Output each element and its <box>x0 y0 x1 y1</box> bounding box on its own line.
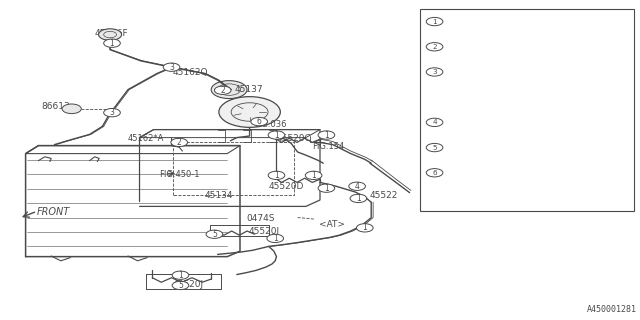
Text: 3: 3 <box>169 63 174 72</box>
Circle shape <box>171 138 188 147</box>
Text: 1: 1 <box>356 194 361 203</box>
Circle shape <box>426 68 443 76</box>
Text: 5: 5 <box>178 281 183 290</box>
Circle shape <box>163 63 180 71</box>
Circle shape <box>426 17 443 26</box>
Text: 45522: 45522 <box>370 191 398 200</box>
Text: FIG.036: FIG.036 <box>254 120 287 129</box>
Circle shape <box>426 43 443 51</box>
Text: Q560016: Q560016 <box>451 194 485 203</box>
Text: 1: 1 <box>324 184 329 193</box>
Text: 1: 1 <box>178 271 183 280</box>
Text: FRONT: FRONT <box>37 207 70 217</box>
Circle shape <box>99 29 122 40</box>
Text: 1: 1 <box>109 39 115 48</box>
Text: 45520D: 45520D <box>269 182 304 191</box>
Text: (05MY0409-     ): (05MY0409- ) <box>525 94 595 100</box>
Text: 86613: 86613 <box>42 102 70 111</box>
Text: 45134: 45134 <box>205 191 234 200</box>
Text: 1: 1 <box>273 234 278 243</box>
Text: 1: 1 <box>324 131 329 140</box>
Circle shape <box>268 131 285 139</box>
Text: 0100S*B: 0100S*B <box>451 118 485 127</box>
Text: (04MY-05MY0408): (04MY-05MY0408) <box>525 69 591 75</box>
Text: 45520I: 45520I <box>248 227 280 236</box>
Circle shape <box>305 171 322 180</box>
Circle shape <box>214 86 231 94</box>
Circle shape <box>219 97 280 127</box>
Text: 45137: 45137 <box>235 85 264 94</box>
Text: 1: 1 <box>362 223 367 232</box>
Circle shape <box>172 271 189 279</box>
Circle shape <box>211 81 247 99</box>
Text: 1: 1 <box>432 19 437 25</box>
Text: 1: 1 <box>311 171 316 180</box>
Text: 0923S*B: 0923S*B <box>451 68 485 76</box>
Text: 5: 5 <box>212 230 217 239</box>
Circle shape <box>268 171 285 180</box>
Text: 45520C: 45520C <box>276 134 311 143</box>
Text: 2: 2 <box>177 138 182 147</box>
Text: 45162*A: 45162*A <box>128 134 164 143</box>
Text: W170069: W170069 <box>451 93 485 102</box>
Text: FIG.450-1: FIG.450-1 <box>159 170 199 179</box>
Text: 0456S: 0456S <box>451 168 476 177</box>
Text: 6: 6 <box>257 117 262 126</box>
Circle shape <box>426 118 443 126</box>
Text: 1: 1 <box>274 171 279 180</box>
Circle shape <box>104 108 120 117</box>
Text: 6: 6 <box>432 170 437 176</box>
Text: A450001281: A450001281 <box>587 305 637 314</box>
Circle shape <box>172 281 189 290</box>
Circle shape <box>350 194 367 203</box>
Text: 45126F: 45126F <box>95 29 129 38</box>
Circle shape <box>62 104 81 114</box>
Text: W170023: W170023 <box>451 17 485 26</box>
Text: 4: 4 <box>355 182 360 191</box>
Circle shape <box>426 169 443 177</box>
Text: 5: 5 <box>432 145 437 151</box>
Circle shape <box>251 117 268 126</box>
Bar <box>420 9 634 211</box>
Circle shape <box>426 143 443 152</box>
Text: 3: 3 <box>109 108 115 117</box>
Text: (05MY0409-     ): (05MY0409- ) <box>525 195 595 201</box>
Text: 45527: 45527 <box>451 143 476 152</box>
Circle shape <box>318 131 335 139</box>
Text: 0923S*A: 0923S*A <box>451 42 485 51</box>
Circle shape <box>349 182 365 190</box>
Text: 2: 2 <box>220 86 225 95</box>
Circle shape <box>104 39 120 47</box>
Text: 1: 1 <box>274 131 279 140</box>
Text: FIG.154: FIG.154 <box>312 142 344 151</box>
Text: 45162Q: 45162Q <box>173 68 208 76</box>
Text: 2: 2 <box>432 44 437 50</box>
Circle shape <box>356 224 373 232</box>
Text: (04MY-05MY0408): (04MY-05MY0408) <box>525 170 591 176</box>
Circle shape <box>267 234 284 243</box>
Text: <AT>: <AT> <box>319 220 345 229</box>
Text: 0474S: 0474S <box>246 214 275 223</box>
Text: 4: 4 <box>432 119 437 125</box>
Circle shape <box>318 184 335 192</box>
Circle shape <box>206 230 223 238</box>
Text: 45520J: 45520J <box>173 280 204 289</box>
Text: 3: 3 <box>432 69 437 75</box>
